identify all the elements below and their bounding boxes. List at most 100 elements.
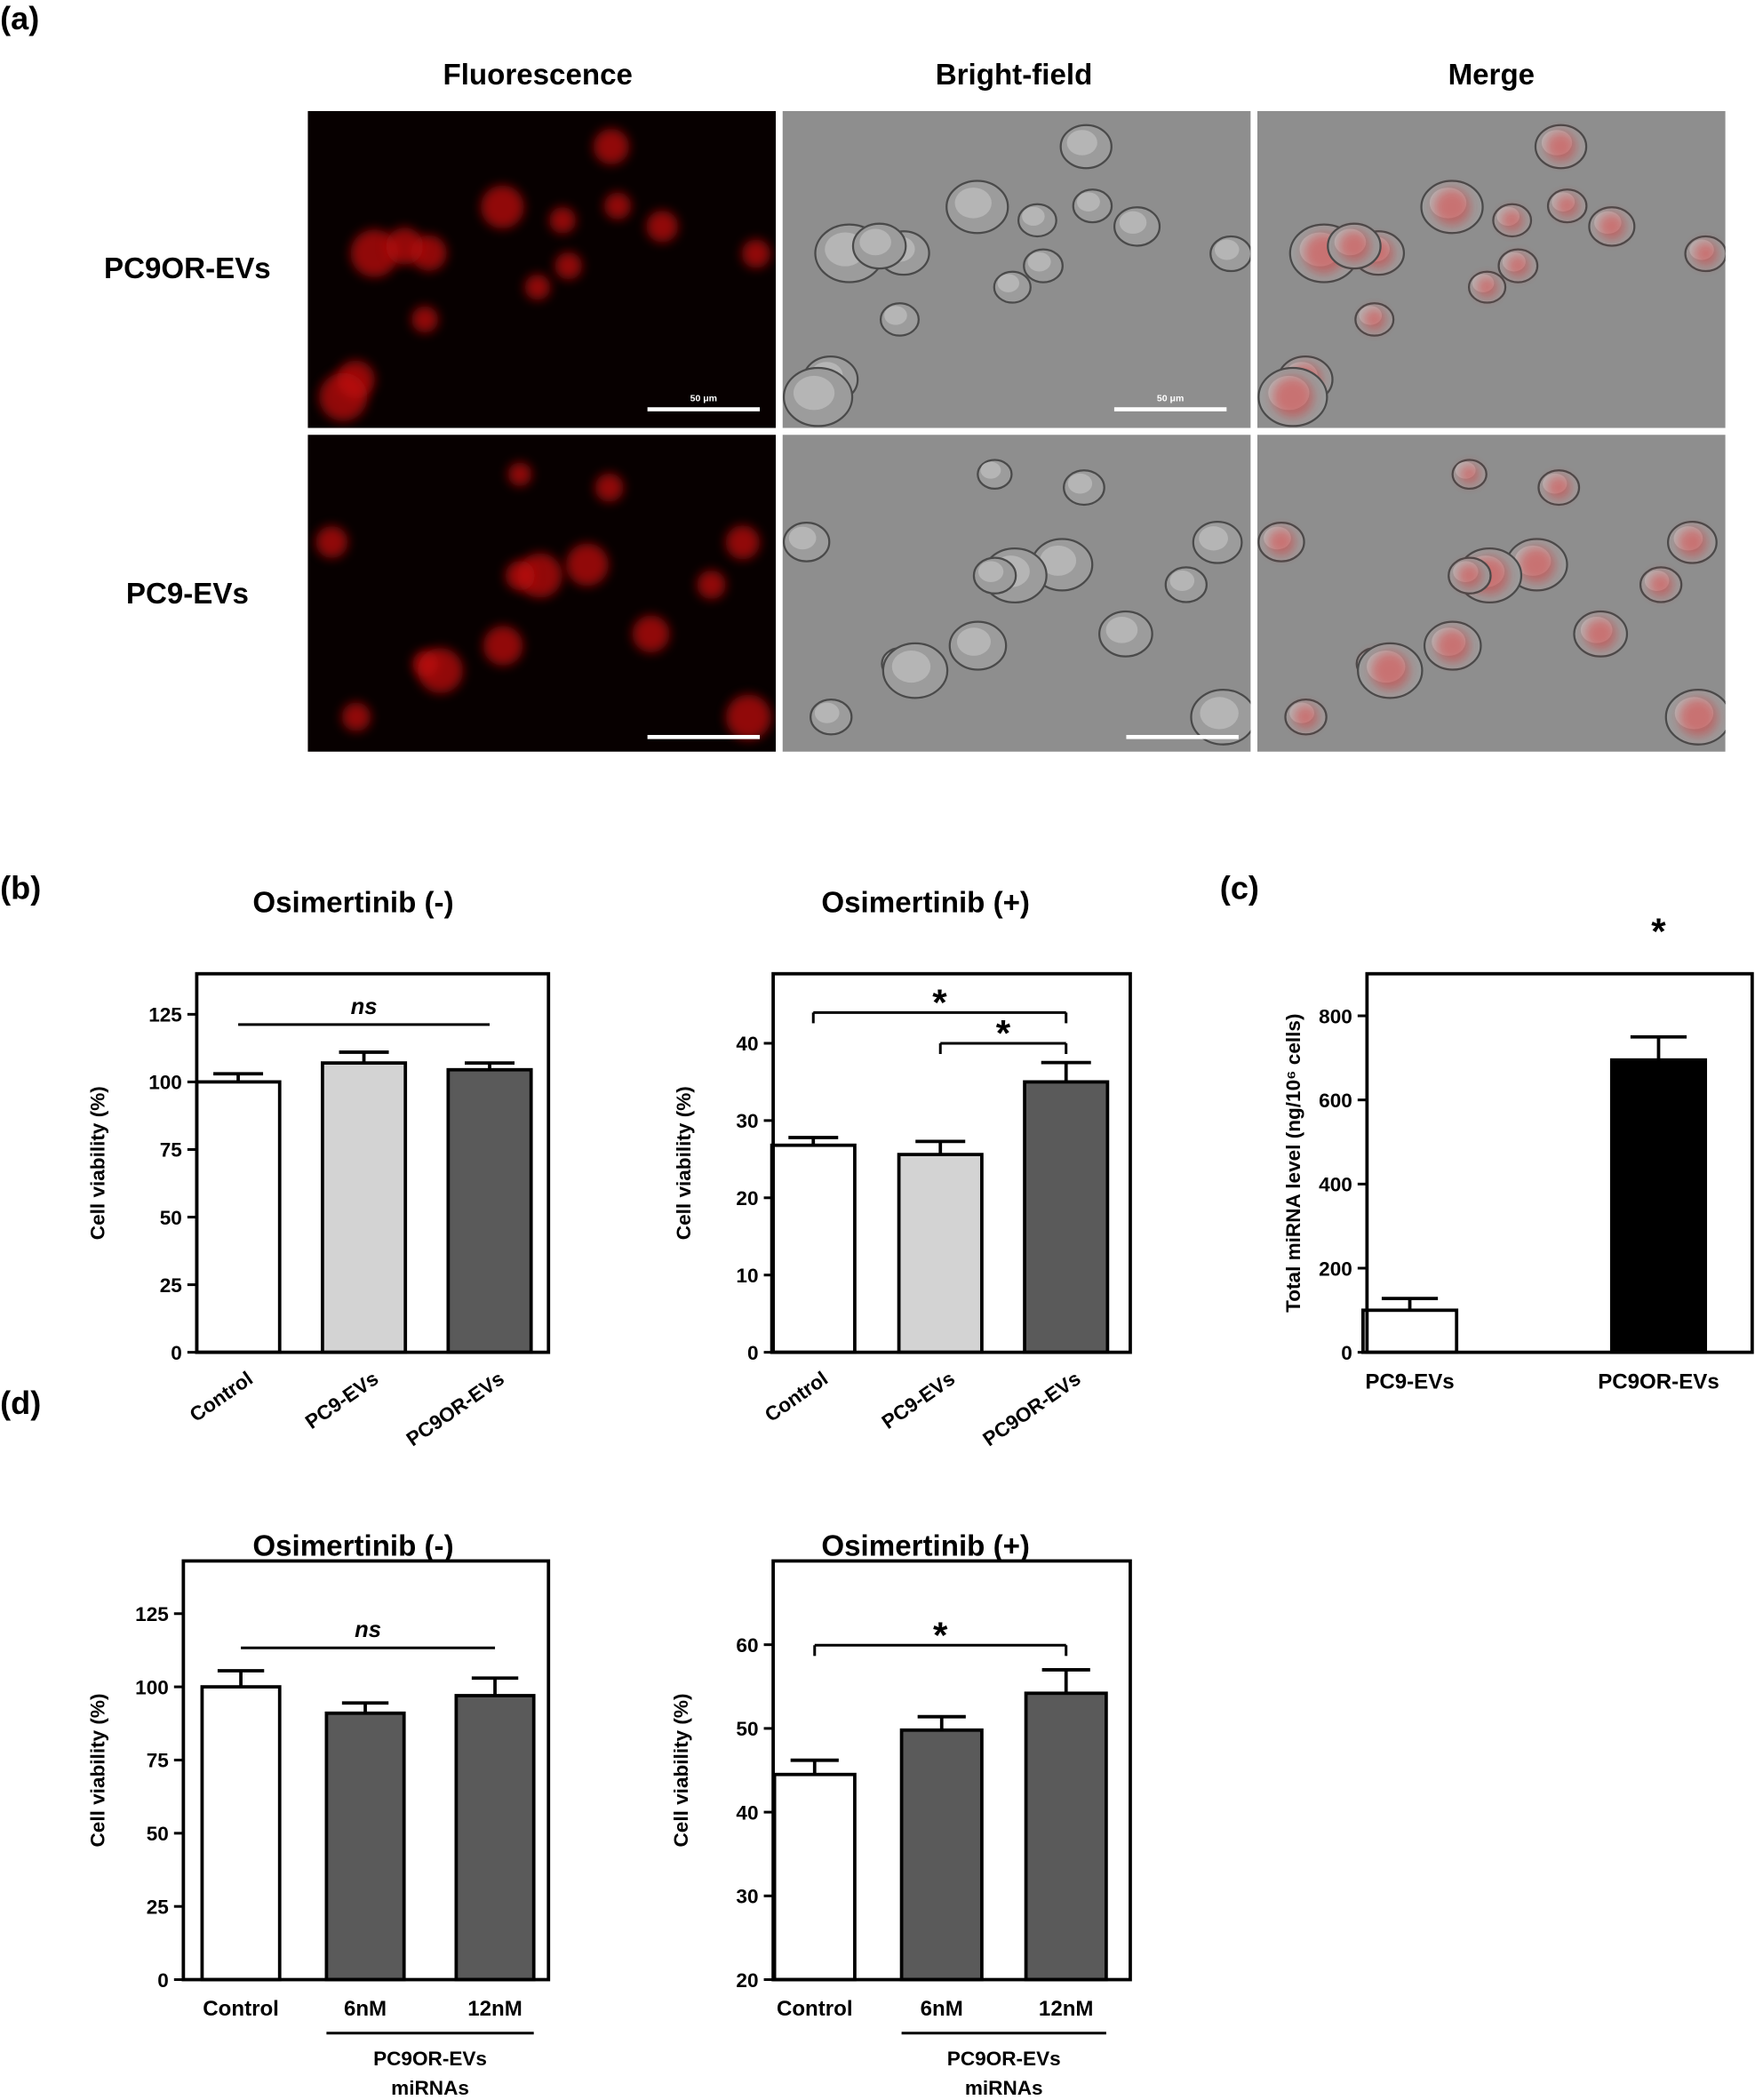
y-tick-label: 400 — [1319, 1174, 1352, 1196]
chart-title: Osimertinib (+) — [821, 1529, 1030, 1562]
significance-label: * — [932, 981, 947, 1023]
y-tick-label: 25 — [160, 1274, 182, 1297]
cell-highlight — [1105, 616, 1138, 643]
cell-signal — [1476, 275, 1498, 299]
y-tick-label: 200 — [1319, 1258, 1352, 1280]
y-axis-label: Cell viability (%) — [670, 1693, 692, 1847]
cell-highlight — [1119, 211, 1147, 235]
panel-label: (c) — [1220, 869, 1259, 906]
cell-signal — [1519, 546, 1555, 583]
cell-signal — [481, 185, 524, 229]
cell-highlight — [1199, 526, 1228, 551]
cell-highlight — [793, 375, 835, 411]
chart-title: Osimertinib (+) — [821, 886, 1030, 919]
cell-signal — [418, 648, 463, 693]
cell-signal — [1370, 651, 1409, 691]
y-tick-label: 75 — [160, 1139, 182, 1162]
y-tick-label: 20 — [736, 1969, 758, 1992]
panel-label: (b) — [0, 869, 41, 906]
cell-highlight — [1067, 473, 1093, 494]
cell-signal — [411, 306, 439, 333]
significance-label: * — [996, 1012, 1011, 1054]
y-axis-label: Cell viability (%) — [87, 1693, 109, 1847]
cell-signal — [1584, 618, 1617, 651]
y-tick-label: 40 — [736, 1033, 758, 1055]
cell-highlight — [1076, 192, 1100, 212]
column-header: Bright-field — [936, 59, 1093, 92]
bar — [200, 1685, 282, 1982]
cell-signal — [319, 372, 368, 421]
significance-label: ns — [355, 1617, 381, 1642]
y-axis-label: Total miRNA level (ng/10⁶ cells) — [1282, 1013, 1304, 1312]
y-tick-label: 50 — [147, 1823, 169, 1845]
cell-signal — [341, 702, 371, 731]
cell-signal — [741, 239, 770, 268]
y-tick-label: 0 — [1341, 1342, 1352, 1364]
y-tick-label: 125 — [148, 1004, 182, 1026]
x-tick-label: PC9-EVs — [878, 1367, 959, 1433]
cell-signal — [315, 525, 348, 558]
y-tick-label: 30 — [736, 1886, 758, 1908]
plot-frame — [771, 971, 1132, 1354]
cell-highlight — [1214, 239, 1240, 260]
cell-highlight — [859, 228, 891, 256]
y-tick-label: 60 — [736, 1634, 758, 1657]
y-tick-label: 20 — [736, 1187, 758, 1210]
cell-signal — [646, 211, 679, 243]
x-tick-label: PC9OR-EVs — [1598, 1369, 1719, 1393]
row-label: PC9-EVs — [126, 578, 249, 611]
cell-signal — [1506, 254, 1530, 278]
x-tick-label: Control — [186, 1367, 257, 1425]
cell-signal — [1500, 209, 1524, 232]
cell-signal — [1433, 188, 1471, 226]
cell-highlight — [1027, 252, 1051, 272]
y-tick-label: 25 — [147, 1896, 169, 1918]
x-tick-label: PC9-EVs — [1365, 1369, 1454, 1393]
chart-title: Osimertinib (-) — [252, 886, 453, 919]
group-label: PC9OR-EVs — [947, 2048, 1061, 2070]
cell-highlight — [997, 274, 1020, 292]
bar — [1024, 1691, 1108, 1982]
cell-highlight — [1022, 206, 1045, 227]
y-tick-label: 10 — [736, 1265, 758, 1287]
x-tick-label: 6nM — [921, 1997, 963, 2021]
y-axis-label: Cell viability (%) — [673, 1086, 695, 1240]
bar — [195, 1080, 282, 1354]
y-tick-label: 50 — [160, 1207, 182, 1229]
cell-signal — [1338, 230, 1370, 262]
image-divider — [307, 427, 1726, 435]
row-label: PC9OR-EVs — [104, 252, 271, 285]
cell-signal — [386, 228, 424, 265]
cell-highlight — [980, 461, 1001, 479]
x-tick-label: 12nM — [467, 1997, 523, 2021]
cell-signal — [1555, 194, 1579, 218]
y-tick-label: 40 — [736, 1801, 758, 1824]
cell-signal — [554, 252, 582, 280]
significance-label: * — [933, 1614, 948, 1656]
cell-signal — [350, 229, 399, 277]
scale-bar-label: 50 μm — [690, 394, 717, 404]
cell-highlight — [884, 306, 907, 325]
cell-signal — [1272, 376, 1313, 418]
significance-label: * — [1651, 911, 1666, 953]
bar — [1360, 1308, 1459, 1354]
y-tick-label: 30 — [736, 1110, 758, 1132]
cell-highlight — [956, 627, 991, 656]
cell-highlight — [1169, 570, 1195, 591]
cell-highlight — [1200, 697, 1239, 730]
bar — [772, 1772, 857, 1982]
bar — [324, 1711, 406, 1982]
cell-highlight — [977, 561, 1004, 582]
x-tick-label: 6nM — [344, 1997, 387, 2021]
y-tick-label: 800 — [1319, 1005, 1352, 1027]
cell-signal — [483, 626, 523, 666]
y-tick-label: 75 — [147, 1750, 169, 1772]
x-tick-label: Control — [777, 1997, 853, 2021]
bar — [321, 1061, 408, 1354]
bar — [1023, 1080, 1110, 1354]
y-tick-label: 100 — [148, 1072, 182, 1094]
y-tick-label: 0 — [747, 1342, 759, 1364]
cell-signal — [632, 615, 670, 653]
cell-signal — [1435, 628, 1470, 663]
cell-signal — [1648, 572, 1673, 597]
